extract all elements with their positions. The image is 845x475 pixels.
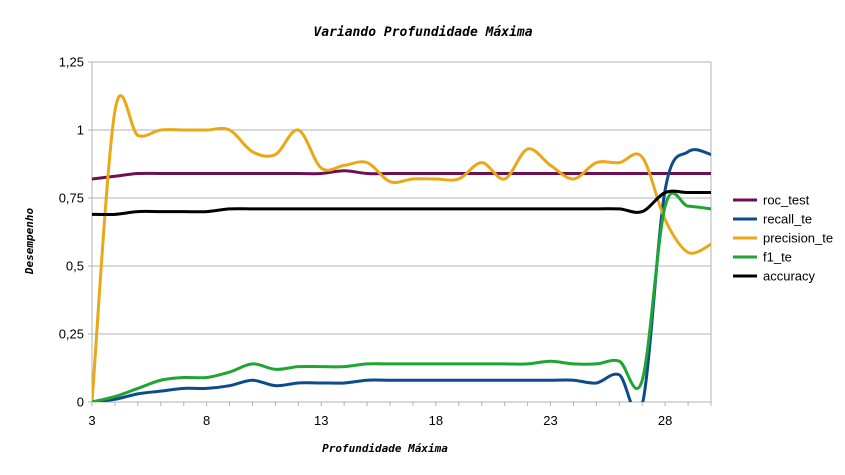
- legend-label-accuracy: accuracy: [763, 269, 816, 284]
- series-lines: [92, 94, 711, 402]
- y-tick-label: 0,75: [59, 191, 84, 206]
- chart-title: Variando Profundidade Máxima: [313, 25, 532, 40]
- y-tick-label: 1,25: [59, 55, 84, 70]
- series-line-recall_te: [92, 148, 711, 402]
- y-tick-label: 0,25: [59, 327, 84, 342]
- x-tick-label: 23: [543, 413, 557, 428]
- x-tick-label: 8: [203, 413, 210, 428]
- legend-label-precision_te: precision_te: [763, 231, 833, 246]
- x-tick-label: 18: [429, 413, 443, 428]
- legend-label-roc_test: roc_test: [763, 193, 810, 208]
- legend: roc_test recall_te precision_te f1_teaccura…: [733, 193, 833, 284]
- y-tick-label: 0,5: [66, 259, 84, 274]
- series-line-accuracy: [92, 189, 711, 217]
- series-line-precision_te: [92, 94, 711, 402]
- series-line-f1_te: [92, 191, 711, 402]
- x-axis-title: Profundidade Máxima: [322, 442, 448, 455]
- legend-label-f1_te: f1_te: [763, 250, 792, 265]
- y-tick-label: 0: [77, 395, 84, 410]
- gridlines: [92, 61, 711, 403]
- x-tick-labels: 3 8 13 18 23 28: [88, 413, 672, 428]
- axes: [88, 61, 712, 406]
- x-tick-label: 3: [88, 413, 95, 428]
- x-tick-label: 13: [314, 413, 328, 428]
- legend-label-recall_te: recall_te: [763, 212, 812, 227]
- y-tick-labels: 0 0,25 0,5 0,75 1 1,25: [59, 55, 84, 410]
- x-tick-label: 28: [658, 413, 672, 428]
- y-axis-title: Desempenho: [23, 208, 36, 276]
- series-line-roc_test: [92, 169, 711, 181]
- y-tick-label: 1: [77, 123, 84, 138]
